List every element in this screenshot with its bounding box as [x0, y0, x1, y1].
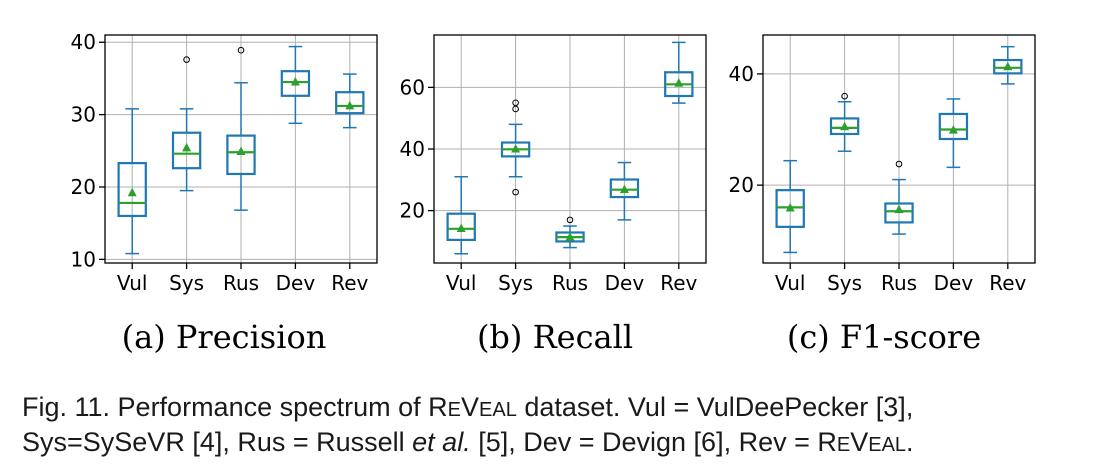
box-iqr [335, 91, 365, 115]
box-sys [500, 99, 531, 196]
box-rus [226, 46, 256, 211]
outlier-point [512, 99, 519, 107]
y-tick-label: 20 [400, 199, 425, 223]
mean-marker [840, 121, 850, 131]
x-tick-label: Rus [881, 271, 917, 295]
box-vul [117, 108, 147, 255]
mean-marker [236, 146, 246, 156]
y-tick-label: 60 [400, 75, 425, 99]
subplot-b-title: (b) Recall [477, 318, 633, 356]
box-iqr [609, 178, 640, 199]
mean-marker [456, 223, 466, 232]
subplot-c: 20 40 Vul Sys Rus Dev Rev [729, 34, 1036, 295]
outlier-point [512, 105, 519, 113]
subplot-c-title: (c) F1-score [787, 318, 981, 356]
box-vul [775, 159, 805, 254]
box-rus [884, 160, 914, 235]
box-iqr [117, 162, 147, 218]
outlier-point [237, 46, 245, 54]
y-tick-label: 20 [71, 175, 96, 199]
box-iqr [171, 131, 202, 170]
plot-frame [433, 34, 707, 264]
mean-marker [182, 142, 192, 152]
subplot-b: 20 40 60 Vul Sys Rus Dev Rev [400, 34, 707, 295]
box-rev [335, 73, 365, 129]
box-iqr [884, 202, 914, 224]
panels: 10 20 30 40 Vul Sys Rus Dev Rev 20 40 60 Vul Sys Rus De… [71, 30, 1036, 295]
x-tick-label: Rev [660, 271, 697, 295]
x-tick-label: Rus [552, 271, 588, 295]
mean-marker [674, 78, 684, 87]
mean-marker [894, 204, 904, 214]
x-tick-label: Dev [934, 271, 974, 295]
x-tick-label: Rus [223, 271, 259, 295]
box-dev [938, 98, 969, 169]
mean-marker [127, 187, 137, 197]
subplot-a: 10 20 30 40 Vul Sys Rus Dev Rev [71, 30, 378, 295]
mean-marker [619, 184, 629, 194]
x-tick-label: Dev [605, 271, 645, 295]
box-rev [664, 41, 694, 104]
outlier-point [566, 216, 574, 224]
mean-marker [948, 125, 958, 134]
caption-line-2: Sys=SySeVR [4], Rus = Russell et al. [5]… [22, 427, 914, 457]
box-iqr [829, 117, 860, 136]
box-iqr [775, 189, 805, 228]
plot-frame [762, 34, 1036, 264]
box-dev [280, 45, 311, 125]
y-tick-label: 30 [71, 103, 96, 127]
mean-marker [785, 202, 795, 212]
y-tick-label: 40 [71, 30, 96, 54]
mean-marker [290, 77, 300, 86]
box-iqr [280, 70, 311, 97]
x-tick-label: Vul [117, 271, 148, 295]
box-sys [829, 92, 860, 152]
box-iqr [938, 112, 969, 141]
x-tick-label: Rev [331, 271, 368, 295]
x-tick-label: Sys [498, 271, 533, 295]
box-sys [171, 56, 202, 192]
outlier-point [183, 56, 190, 63]
outlier-point [895, 160, 903, 168]
box-rev [993, 45, 1023, 85]
box-iqr [226, 134, 256, 176]
box-vul [446, 175, 476, 255]
box-iqr [993, 58, 1023, 75]
y-tick-label: 10 [71, 247, 96, 271]
x-tick-label: Sys [169, 271, 204, 295]
x-tick-label: Sys [827, 271, 862, 295]
outlier-point [841, 92, 848, 100]
x-tick-label: Rev [989, 271, 1026, 295]
x-tick-label: Dev [276, 271, 316, 295]
y-tick-label: 40 [729, 62, 754, 86]
mean-marker [565, 232, 575, 241]
mean-marker [1003, 61, 1013, 71]
plot-frame [104, 34, 378, 264]
box-iqr [446, 212, 476, 241]
y-tick-label: 20 [729, 173, 754, 197]
subplot-a-title: (a) Precision [122, 318, 327, 356]
x-tick-label: Vul [775, 271, 806, 295]
mean-marker [511, 144, 521, 153]
x-tick-label: Vul [446, 271, 477, 295]
y-tick-label: 40 [400, 137, 425, 161]
box-dev [609, 161, 640, 221]
mean-marker [345, 100, 355, 110]
outlier-point [512, 188, 519, 196]
box-rus [555, 216, 585, 249]
caption-line-1: Fig. 11. Performance spectrum of REVEAL … [22, 392, 913, 422]
